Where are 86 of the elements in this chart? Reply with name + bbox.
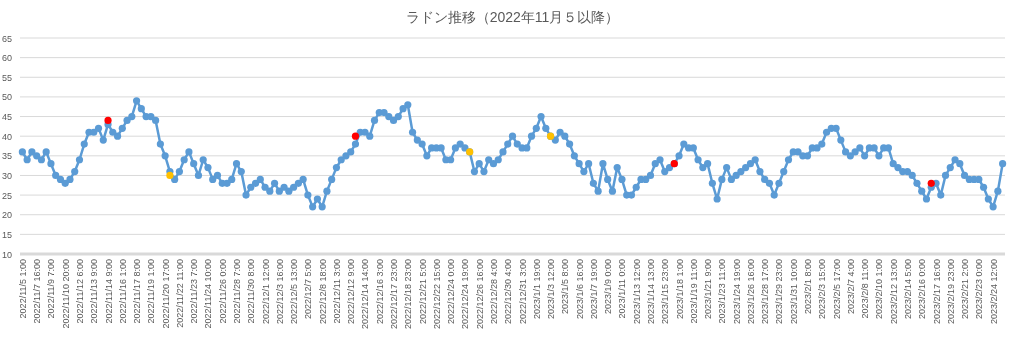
x-tick-label: 2022/12/8 18:00	[317, 259, 328, 325]
x-tick-label: 2022/11/26 0:00	[217, 259, 228, 324]
x-tick-label: 2022/12/24 0:00	[446, 259, 457, 325]
x-tick-label: 2022/11/5 1:00	[17, 259, 28, 319]
x-tick-label: 2023/1/9 0:00	[603, 259, 614, 315]
x-tick-label: 2023/1/31 10:00	[788, 259, 799, 325]
x-tick-label: 2022/12/3 16:00	[274, 259, 285, 325]
x-tick-label: 2022/11/24 10:00	[203, 259, 214, 329]
x-tick-label: 2022/12/16 3:00	[374, 259, 385, 325]
x-tick-label: 2023/1/3 12:00	[546, 259, 557, 320]
x-tick-label: 2023/2/23 0:00	[974, 259, 985, 320]
x-tick-label: 2023/1/14 13:00	[646, 259, 656, 325]
x-tick-label: 2023/1/1 19:00	[531, 259, 542, 320]
x-tick-label: 2022/11/19 1:00	[146, 259, 157, 324]
x-tick-label: 2022/11/17 8:00	[132, 259, 143, 324]
y-tick-label: 55	[1, 72, 12, 83]
x-tick-label: 2023/2/1 8:00	[803, 259, 814, 315]
x-tick-label: 2023/2/12 13:00	[888, 259, 899, 325]
x-tick-label: 2023/2/8 11:00	[860, 259, 871, 319]
x-tick-label: 2023/1/6 16:00	[574, 259, 585, 320]
x-tick-label: 2022/12/11 3:00	[331, 259, 342, 324]
x-tick-label: 2022/11/12 6:00	[74, 259, 85, 324]
y-tick-label: 50	[1, 92, 12, 103]
x-tick-label: 2023/2/3 15:00	[817, 259, 828, 320]
x-tick-label: 2022/12/21 5:00	[417, 259, 428, 325]
chart-title: ラドン推移（2022年11月５以降）	[405, 9, 620, 25]
y-tick-label: 15	[1, 229, 12, 240]
x-tick-label: 2022/11/16 1:00	[117, 259, 128, 324]
point	[104, 116, 112, 125]
x-tick-label: 2023/2/16 0:00	[917, 259, 928, 320]
y-tick-label: 60	[1, 53, 12, 64]
x-tick-label: 2023/1/15 23:00	[660, 259, 671, 325]
point	[927, 179, 935, 187]
y-tick-label: 10	[1, 249, 12, 260]
x-tick-label: 2023/2/7 4:00	[845, 259, 856, 315]
x-tick-label: 2023/1/7 19:00	[588, 259, 599, 320]
x-tick-label: 2023/1/21 9:00	[703, 259, 714, 320]
x-tick-label: 2023/1/13 12:00	[631, 259, 642, 325]
x-tick-label: 2022/11/9 7:00	[46, 259, 57, 319]
point	[351, 132, 360, 140]
x-tick-label: 2023/2/10 1:00	[874, 259, 885, 320]
x-tick-label: 2022/11/23 7:00	[189, 259, 200, 324]
y-tick-label: 65	[1, 33, 12, 44]
x-tick-label: 2023/1/5 8:00	[560, 259, 571, 315]
x-tick-label: 2022/12/17 23:00	[389, 259, 400, 330]
x-tick-label: 2022/11/10 20:00	[60, 259, 71, 329]
x-tick-label: 2023/1/29 23:00	[774, 259, 785, 325]
x-tick-label: 2022/11/22 11:00	[174, 259, 185, 328]
x-tick-label: 2022/12/7 5:00	[303, 259, 314, 320]
x-tick-label: 2022/12/5 13:00	[289, 259, 300, 325]
x-tick-label: 2023/2/5 17:00	[831, 259, 842, 320]
x-tick-label: 2022/12/22 15:00	[431, 259, 442, 330]
y-tick-label: 25	[1, 190, 12, 201]
x-tick-label: 2022/11/14 9:00	[103, 259, 114, 324]
x-tick-label: 2022/11/7 16:00	[32, 259, 43, 324]
x-tick-label: 2022/12/12 9:00	[346, 259, 357, 325]
x-tick-label: 2023/2/14 5:00	[902, 259, 913, 320]
x-tick-label: 2022/11/13 9:00	[89, 259, 100, 324]
x-tick-label: 2022/11/20 17:00	[160, 259, 171, 329]
y-tick-label: 35	[1, 151, 12, 162]
y-tick-label: 45	[1, 112, 12, 123]
x-tick-label: 2023/1/11 0:00	[617, 259, 628, 319]
point	[166, 171, 174, 180]
x-tick-label: 2022/12/26 16:00	[474, 259, 485, 330]
x-tick-label: 2023/2/21 2:00	[960, 259, 971, 320]
x-tick-label: 2022/11/30 8:00	[246, 259, 257, 324]
x-tick-label: 2023/1/28 17:00	[760, 259, 771, 325]
x-tick-label: 2022/11/28 7:00	[232, 259, 243, 324]
x-tick-label: 2023/2/24 12:00	[988, 259, 999, 325]
x-tick-label: 2022/12/30 4:00	[503, 259, 514, 325]
x-tick-label: 2023/1/26 16:00	[745, 259, 756, 325]
x-tick-label: 2022/12/31 3:00	[517, 259, 528, 325]
x-tick-label: 2023/2/17 16:00	[931, 259, 942, 325]
x-tick-label: 2022/12/18 23:00	[403, 259, 414, 330]
x-tick-label: 2023/2/19 23:00	[945, 259, 956, 325]
x-tick-label: 2022/12/24 19:00	[460, 259, 471, 330]
y-tick-label: 40	[1, 131, 12, 142]
x-tick-label: 2022/12/1 12:00	[260, 259, 271, 325]
y-tick-label: 20	[1, 210, 12, 221]
x-tick-label: 2023/1/18 1:00	[674, 259, 685, 320]
x-tick-label: 2023/1/19 11:00	[688, 259, 699, 324]
x-tick-label: 2023/1/24 19:00	[731, 259, 742, 325]
x-tick-label: 2022/12/14 14:00	[360, 259, 371, 330]
y-tick-label: 30	[1, 170, 12, 181]
x-tick-label: 2023/1/23 11:00	[717, 259, 728, 324]
x-tick-label: 2022/12/28 4:00	[488, 259, 499, 325]
